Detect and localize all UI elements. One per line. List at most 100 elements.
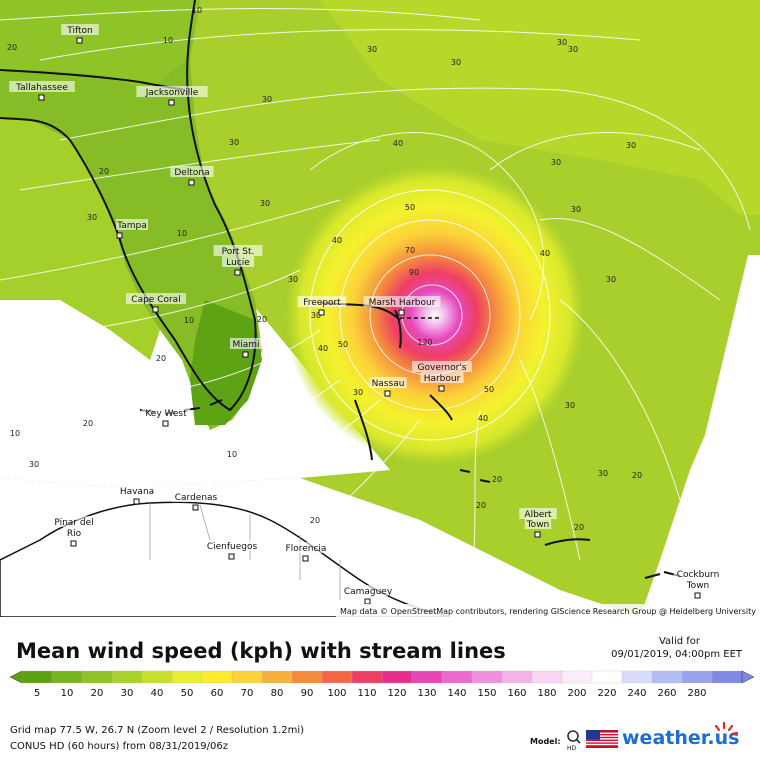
- scale-swatch: [381, 670, 413, 684]
- scale-tick-label: 280: [687, 688, 706, 699]
- place-label: Freeport: [303, 298, 341, 308]
- place-label-bg: [171, 491, 221, 502]
- scale-tick-label: 140: [447, 688, 466, 699]
- contour-label: 70: [405, 246, 415, 255]
- place-label: Camaguey: [344, 587, 393, 597]
- place-label-bg: [343, 585, 393, 596]
- city-marker: [384, 390, 391, 397]
- place-label: Albert: [524, 510, 552, 520]
- valid-label: Valid for: [658, 636, 700, 647]
- scale-swatch: [231, 670, 263, 684]
- scale-tick-label: 260: [657, 688, 676, 699]
- place-label-bg: [684, 579, 712, 590]
- legend-panel: Mean wind speed (kph) with stream lines …: [0, 617, 760, 760]
- place-label-bg: [420, 372, 464, 383]
- run-info: CONUS HD (60 hours) from 08/31/2019/06z: [10, 741, 229, 752]
- scale-tick-label: 80: [271, 688, 284, 699]
- contour-label: 30: [568, 45, 578, 54]
- contour-label: 40: [318, 344, 328, 353]
- scale-tick-label: 150: [477, 688, 496, 699]
- city-marker: [398, 309, 405, 316]
- contour-label: 50: [338, 340, 348, 349]
- scale-swatch: [111, 670, 143, 684]
- contour-label: 20: [83, 419, 93, 428]
- wind-map[interactable]: 10 10 10 10 10 10 20 20 20 20 20 20 20 20 20 20 30 30 30 30…: [0, 0, 760, 617]
- contour-label: 30: [229, 138, 239, 147]
- place-label: Jacksonville: [145, 88, 199, 98]
- contour-label: 30: [626, 141, 636, 150]
- place-label: Port St.: [222, 247, 255, 257]
- brand-logo[interactable]: weather.us: [622, 727, 740, 749]
- city-marker: [438, 385, 445, 392]
- scale-swatch: [471, 670, 503, 684]
- scale-swatch: [21, 670, 53, 684]
- place-label-bg: [118, 485, 156, 496]
- city-marker: [318, 309, 325, 316]
- city-marker: [116, 232, 123, 239]
- place-label: Deltona: [174, 168, 209, 178]
- scale-tick-label: 50: [181, 688, 194, 699]
- contour-label: 50: [405, 203, 415, 212]
- cuba-borders: [149, 503, 341, 600]
- scale-swatch: [651, 670, 683, 684]
- scale-swatch: [531, 670, 563, 684]
- contour-labels: 1010101010102020202020202020202030303030…: [7, 6, 642, 532]
- scale-swatch: [201, 670, 233, 684]
- place-label: Havana: [120, 487, 154, 497]
- place-label: Town: [686, 581, 710, 591]
- scale-swatch: [171, 670, 203, 684]
- place-label: Tampa: [116, 221, 147, 231]
- contour-label: 30: [451, 58, 461, 67]
- place-label-bg: [673, 568, 723, 579]
- place-labels: Tifton Tallahassee Jacksonville Deltona Tamp…: [9, 24, 723, 605]
- city-marker: [188, 179, 195, 186]
- place-label-bg: [297, 296, 347, 307]
- city-marker: [534, 531, 541, 538]
- scale-tick-label: 70: [241, 688, 254, 699]
- place-label-bg: [61, 24, 99, 35]
- search-icon[interactable]: HD: [566, 729, 582, 751]
- contour-label: 20: [99, 167, 109, 176]
- city-marker: [694, 592, 701, 599]
- place-label-bg: [126, 293, 186, 304]
- scale-swatch: [621, 670, 653, 684]
- place-label: Tallahassee: [15, 83, 68, 93]
- place-label: Rio: [67, 529, 82, 539]
- place-label: Lucie: [226, 258, 250, 268]
- contour-label: 20: [632, 471, 642, 480]
- city-marker: [76, 37, 83, 44]
- scale-tick-label: 5: [34, 688, 40, 699]
- place-label: Key West: [145, 409, 187, 419]
- scale-low-arrow: [9, 670, 23, 684]
- model-label: Model:: [530, 737, 561, 746]
- contour-label: 20: [310, 516, 320, 525]
- place-label: Cape Coral: [131, 295, 180, 305]
- place-label-bg: [116, 219, 148, 230]
- contour-label: 30: [557, 38, 567, 47]
- scale-tick-label: 100: [327, 688, 346, 699]
- scale-swatch: [681, 670, 713, 684]
- city-marker: [162, 420, 169, 427]
- scale-tick-label: 110: [357, 688, 376, 699]
- scale-tick-label: 30: [121, 688, 134, 699]
- contour-label: 120: [417, 338, 432, 347]
- place-label: Cockburn: [677, 570, 720, 580]
- model-badge: HD: [567, 745, 577, 751]
- scale-tick-label: 90: [301, 688, 314, 699]
- florida-land: [0, 0, 262, 430]
- contour-label: 50: [484, 385, 494, 394]
- attribution-bg: [336, 604, 760, 617]
- place-label: Town: [526, 520, 550, 530]
- place-label-bg: [136, 86, 208, 97]
- contour-label: 30: [598, 469, 608, 478]
- scale-tick-label: 10: [61, 688, 74, 699]
- city-marker: [168, 99, 175, 106]
- contour-label: 20: [156, 354, 166, 363]
- place-label: Miami: [232, 340, 259, 350]
- place-label-bg: [519, 508, 557, 519]
- contour-label: 10: [227, 450, 237, 459]
- contour-label: 20: [257, 315, 267, 324]
- place-label-bg: [222, 256, 254, 267]
- place-label-bg: [46, 516, 102, 527]
- place-label-bg: [230, 338, 262, 349]
